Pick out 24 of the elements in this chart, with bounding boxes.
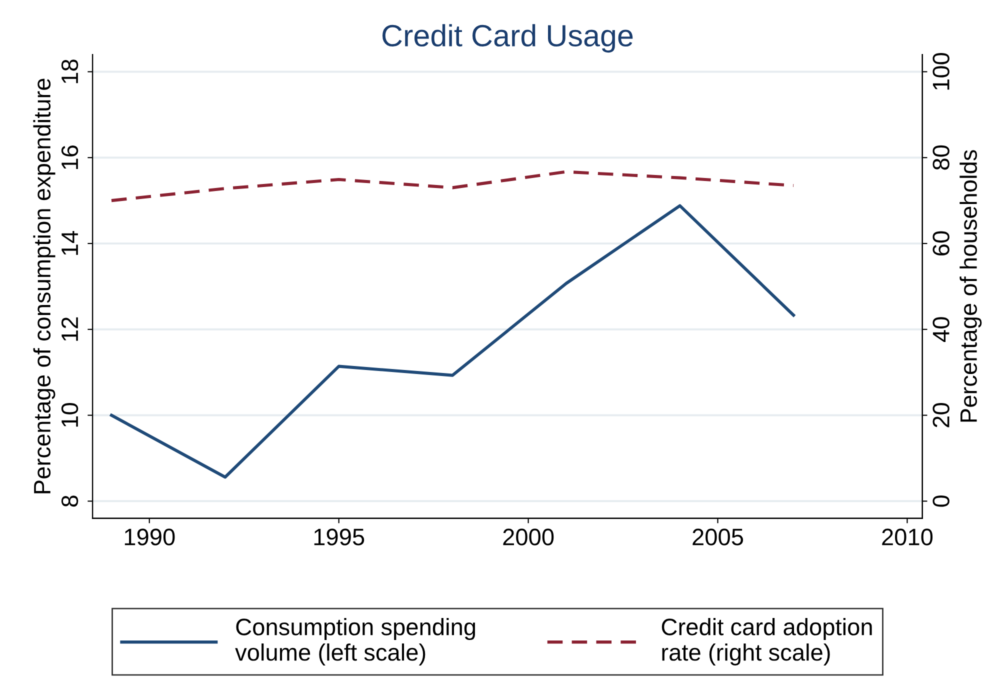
y-tick-label: 18 [61, 60, 78, 84]
legend-label: Consumption spending volume (left scale) [235, 618, 476, 666]
x-tick-label: 2005 [692, 528, 744, 546]
y-tick-label: 12 [61, 317, 78, 341]
y2-tick-label: 0 [932, 496, 950, 507]
line-series [110, 204, 796, 479]
x-tick-label: 1995 [314, 528, 364, 546]
y2-tick-label: 40 [932, 317, 950, 342]
y-tick-label: 8 [61, 496, 78, 507]
x-tick-label: 1990 [124, 528, 175, 546]
y-tick-label: 16 [61, 146, 78, 169]
chart-title: Credit Card Usage [382, 24, 633, 53]
y-axis-title: Percentage of consumption expenditure [33, 78, 56, 494]
y2-tick-label: 20 [932, 403, 950, 428]
x-tick-label: 2000 [503, 528, 554, 546]
line-series [110, 170, 796, 202]
y-tick-label: 14 [62, 231, 78, 255]
y2-axis-title: Percentage of households [960, 150, 982, 422]
x-tick-label: 2010 [882, 528, 933, 546]
legend-label: Credit card adoption rate (right scale) [662, 618, 872, 666]
y2-tick-label: 60 [932, 231, 950, 256]
y-tick-label: 10 [61, 403, 78, 427]
y2-tick-label: 80 [932, 145, 950, 170]
y2-tick-label: 100 [932, 52, 950, 90]
